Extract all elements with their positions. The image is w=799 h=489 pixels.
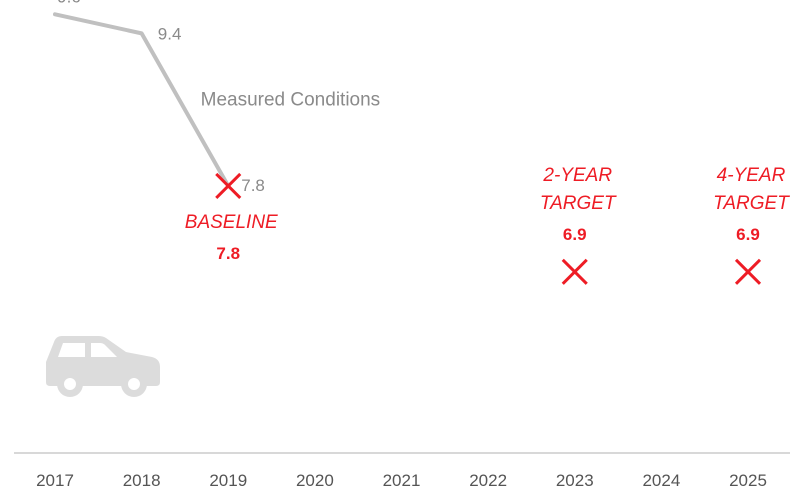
data-label: 9.4 bbox=[158, 24, 182, 43]
marker-label: BASELINE bbox=[185, 212, 278, 233]
x-tick-label: 2021 bbox=[383, 471, 421, 489]
series-line bbox=[53, 12, 231, 188]
x-marker-stroke bbox=[215, 172, 242, 200]
x-marker-stroke bbox=[561, 258, 588, 285]
x-tick-label: 2019 bbox=[209, 471, 247, 489]
data-label: 7.8 bbox=[241, 176, 265, 195]
x-marker: 2-YEAR TARGET 6.9 bbox=[540, 165, 617, 285]
x-tick-label: 2018 bbox=[123, 471, 161, 489]
series-name-label: Measured Conditions bbox=[201, 89, 381, 110]
marker-label: TARGET bbox=[713, 193, 790, 214]
x-marker: BASELINE 7.8 bbox=[185, 172, 278, 263]
x-tick-label: 2024 bbox=[642, 471, 680, 489]
x-marker: 4-YEAR TARGET 6.9 bbox=[713, 165, 790, 285]
marker-value-label: 7.8 bbox=[216, 244, 240, 263]
x-marker-stroke bbox=[734, 258, 762, 285]
marker-value-label: 6.9 bbox=[736, 225, 760, 244]
x-tick-label: 2022 bbox=[469, 471, 507, 489]
data-label: 9.6 bbox=[57, 0, 81, 6]
x-tick-label: 2025 bbox=[729, 471, 767, 489]
car-icon bbox=[46, 336, 160, 397]
marker-label: 4-YEAR bbox=[717, 165, 786, 186]
marker-label: 2-YEAR bbox=[542, 165, 612, 186]
x-tick-label: 2020 bbox=[296, 471, 334, 489]
marker-label: TARGET bbox=[540, 193, 617, 214]
marker-value-label: 6.9 bbox=[563, 225, 587, 244]
x-tick-label: 2017 bbox=[36, 471, 74, 489]
x-tick-label: 2023 bbox=[556, 471, 594, 489]
